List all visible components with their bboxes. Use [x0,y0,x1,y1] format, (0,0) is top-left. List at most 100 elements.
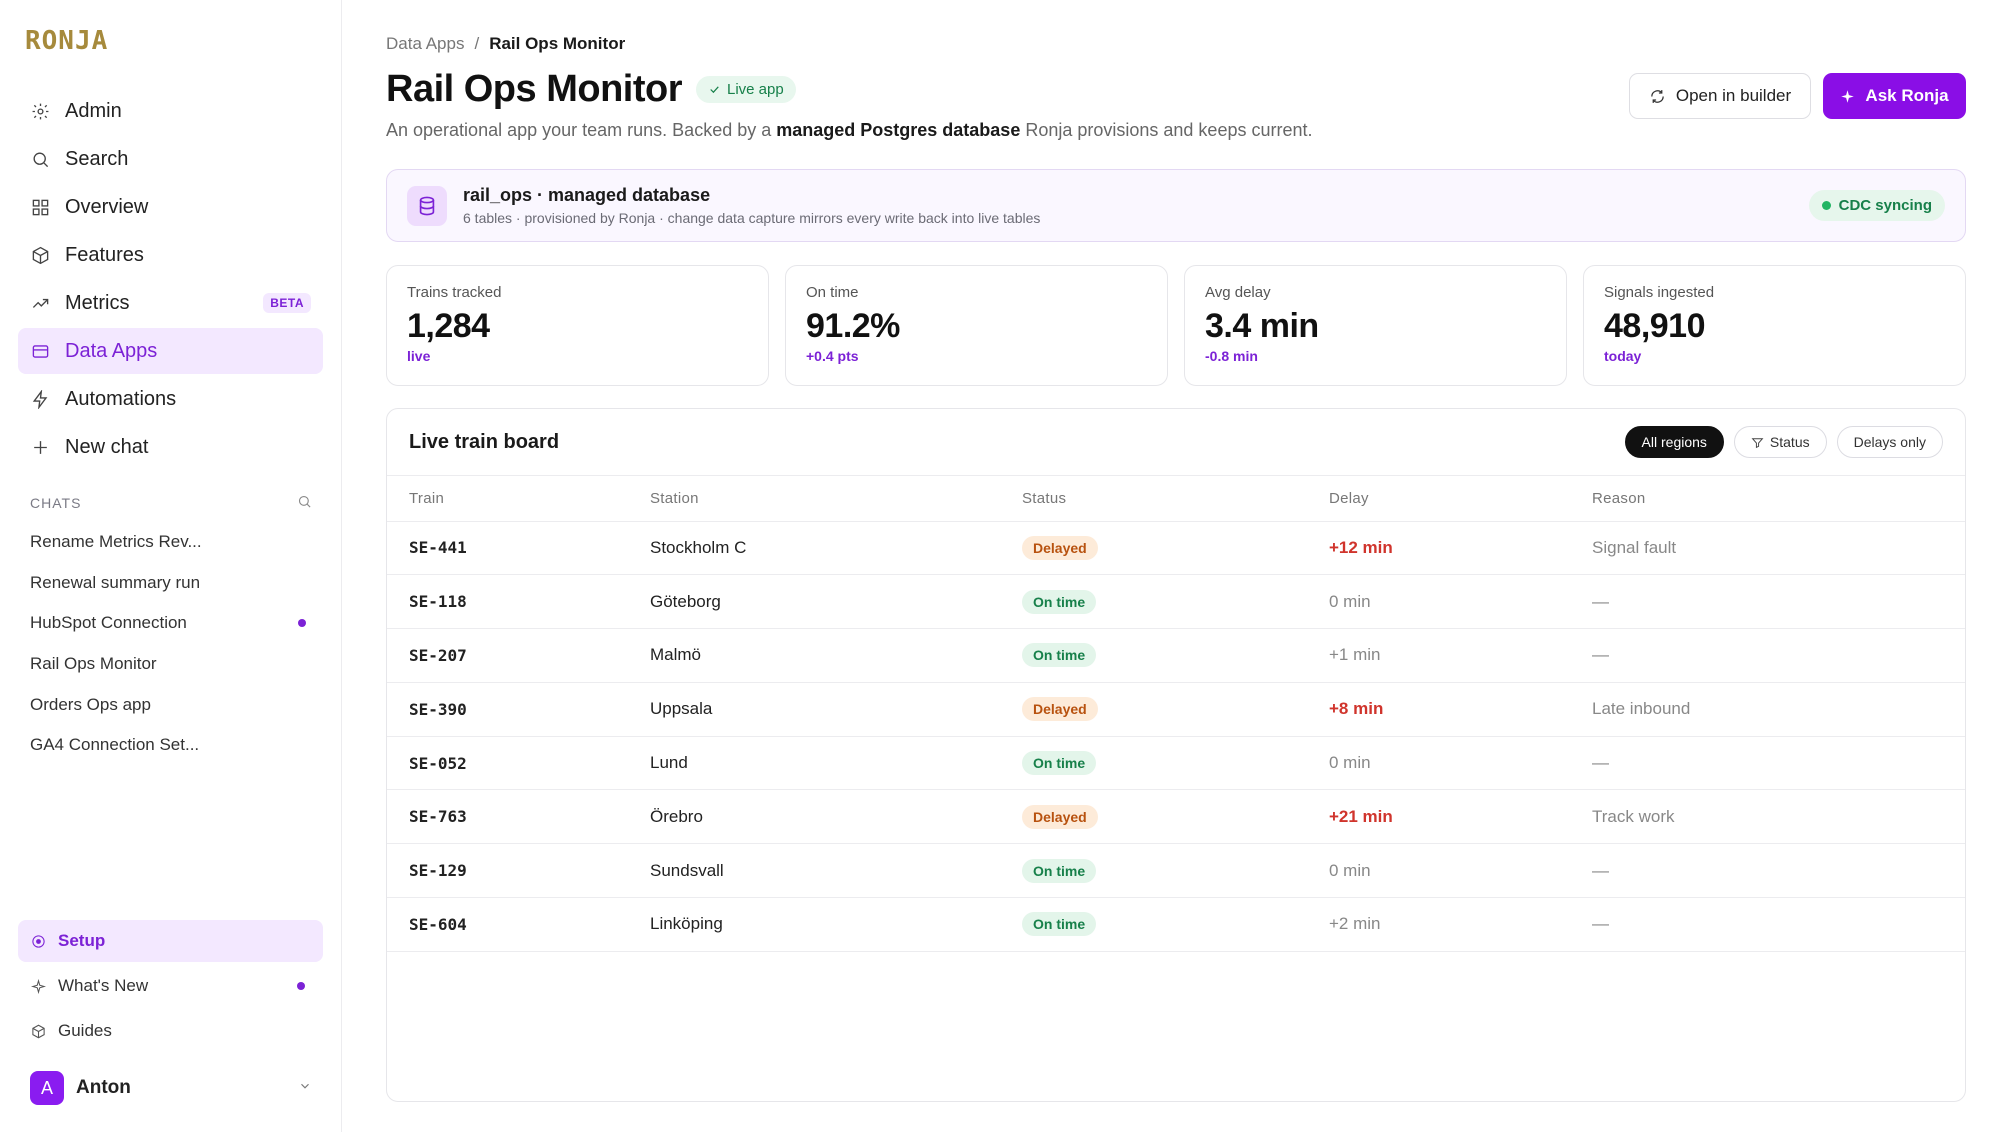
filter-status-label: Status [1769,434,1810,450]
avatar: A [30,1071,64,1105]
stat-delta: today [1604,348,1642,364]
sidebar-item-metrics[interactable]: Metrics BETA [18,280,323,326]
table-row[interactable]: SE-129 Sundsvall On time 0 min — [387,843,1965,899]
chat-item[interactable]: HubSpot Connection [30,603,312,644]
delay-value: +12 min [1329,521,1592,576]
page-title: Rail Ops Monitor [386,68,683,110]
delay-value: 0 min [1329,843,1592,899]
stat-value: 3.4 min [1205,307,1319,345]
reason-text: — [1592,843,1965,899]
database-icon [407,185,447,226]
status-badge: On time [1022,912,1097,937]
stat-value: 91.2% [806,307,900,345]
chat-item-label: Orders Ops app [30,694,151,714]
breadcrumb-current: Rail Ops Monitor [489,34,626,53]
sidebar-item-new-chat[interactable]: New chat [18,424,323,470]
sidebar-item-guides[interactable]: Guides [18,1010,323,1052]
ask-ronja-button[interactable]: Ask Ronja [1823,73,1966,119]
chat-item-label: Renewal summary run [30,572,201,592]
open-in-builder-button[interactable]: Open in builder [1629,73,1811,119]
sidebar-item-search[interactable]: Search [18,136,323,182]
sidebar-item-automations[interactable]: Automations [18,376,323,422]
sidebar-nav: Admin Search Overview Features Metrics B… [18,88,323,472]
cdc-status-badge: CDC syncing [1808,190,1945,221]
status-badge: Delayed [1022,804,1098,829]
table-row[interactable]: SE-052 Lund On time 0 min — [387,736,1965,791]
sidebar-item-setup[interactable]: Setup [18,920,323,962]
breadcrumb-parent[interactable]: Data Apps [386,34,465,53]
user-menu[interactable]: A Anton [30,1070,312,1106]
board-filters: All regions Status Delays only [1624,426,1943,458]
chats-header: CHATS [30,494,312,512]
train-id: SE-052 [387,736,650,791]
table-row[interactable]: SE-441 Stockholm C Delayed +12 min Signal fa… [387,521,1965,576]
sparkle-icon [1841,89,1855,103]
table-row[interactable]: SE-390 Uppsala Delayed +8 min Late inbound [387,682,1965,737]
reason-text: — [1592,574,1965,630]
column-header-station[interactable]: Station [650,476,1022,522]
table-row[interactable]: SE-604 Linköping On time +2 min — [387,897,1965,952]
check-icon [710,86,719,94]
train-id: SE-604 [387,897,650,952]
stat-card: On time 91.2% +0.4 pts [785,265,1168,386]
train-id: SE-207 [387,628,650,683]
sidebar-item-features[interactable]: Features [18,232,323,278]
status-cell: On time [1022,843,1329,899]
search-icon[interactable] [297,494,312,512]
chat-item[interactable]: Renewal summary run [30,563,312,604]
status-badge: Delayed [1022,697,1098,722]
chat-list: Rename Metrics Rev... Renewal summary ru… [30,522,312,766]
status-cell: Delayed [1022,789,1329,845]
stat-delta: +0.4 pts [806,348,859,364]
gear-icon [30,101,50,121]
station-name: Göteborg [650,574,1022,630]
open-in-builder-label: Open in builder [1675,86,1792,105]
bottom-nav: Setup What's New Guides [18,920,323,1055]
status-cell: On time [1022,628,1329,683]
table-row[interactable]: SE-118 Göteborg On time 0 min — [387,574,1965,630]
chat-item[interactable]: Rail Ops Monitor [30,644,312,685]
train-id: SE-763 [387,789,650,845]
reason-text: — [1592,897,1965,952]
subtitle-pre: An operational app your team runs. Backe… [386,120,777,140]
status-badge: On time [1022,643,1097,668]
sidebar-item-label: New chat [65,435,149,458]
beta-badge: BETA [263,293,311,313]
chat-item[interactable]: Orders Ops app [30,684,312,725]
sidebar-item-admin[interactable]: Admin [18,88,323,134]
station-name: Stockholm C [650,521,1022,576]
page-subtitle: An operational app your team runs. Backe… [386,120,1313,141]
table-row[interactable]: SE-207 Malmö On time +1 min — [387,628,1965,683]
delay-value: +1 min [1329,628,1592,683]
column-header-reason[interactable]: Reason [1592,476,1965,522]
sidebar-item-data-apps[interactable]: Data Apps [18,328,323,374]
column-header-delay[interactable]: Delay [1329,476,1592,522]
live-app-badge: Live app [696,76,796,103]
sidebar-item-whats-new[interactable]: What's New [18,965,323,1007]
filter-status[interactable]: Status [1733,426,1827,458]
column-header-status[interactable]: Status [1022,476,1329,522]
subtitle-bold: managed Postgres database [776,120,1021,140]
filter-delays-only[interactable]: Delays only [1836,426,1943,458]
chat-item[interactable]: Rename Metrics Rev... [30,522,312,563]
chat-item-label: Rename Metrics Rev... [30,532,202,552]
cdc-status-label: CDC syncing [1838,197,1932,214]
stat-label: Avg delay [1205,284,1271,301]
column-header-train[interactable]: Train [387,476,650,522]
sidebar-item-label: Overview [65,195,149,218]
stat-delta: -0.8 min [1205,348,1258,364]
sidebar-item-overview[interactable]: Overview [18,184,323,230]
status-badge: Delayed [1022,535,1098,560]
chat-item-label: Rail Ops Monitor [30,654,157,674]
live-train-board: Live train board All regions Status Dela… [386,408,1966,1102]
live-app-badge-label: Live app [727,81,784,98]
sidebar: RONJA Admin Search Overview Features Met… [0,0,342,1132]
table-row[interactable]: SE-763 Örebro Delayed +21 min Track work [387,789,1965,845]
logo[interactable]: RONJA [25,26,109,56]
chat-item[interactable]: GA4 Connection Set... [30,725,312,766]
station-name: Örebro [650,789,1022,845]
filter-all-regions[interactable]: All regions [1624,426,1724,458]
reason-text: Track work [1592,789,1965,845]
station-name: Lund [650,736,1022,791]
cube-icon [30,245,50,265]
